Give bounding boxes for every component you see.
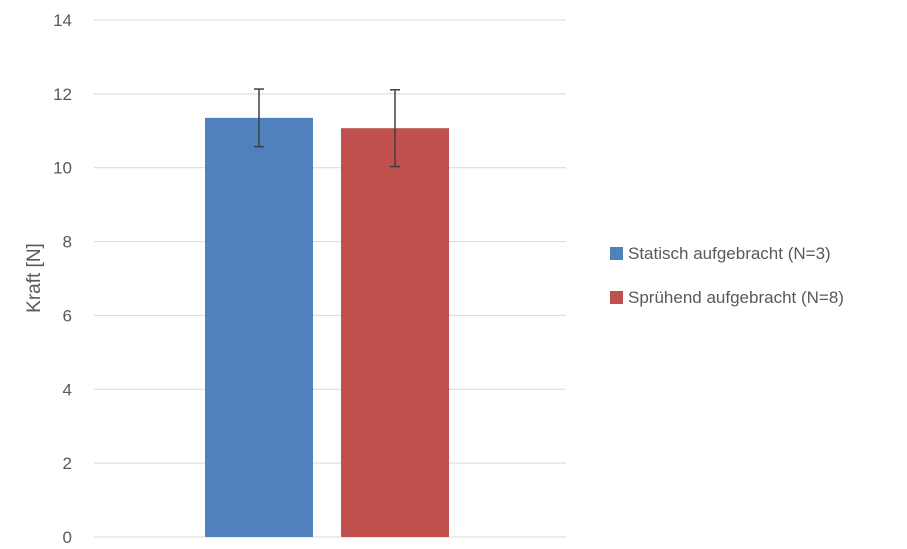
legend-label: Statisch aufgebracht (N=3) (628, 244, 831, 263)
y-tick-label: 14 (53, 11, 72, 30)
y-tick-label: 10 (53, 159, 72, 178)
legend: Statisch aufgebracht (N=3) Sprühend aufge… (610, 244, 844, 307)
y-tick-label: 8 (63, 233, 72, 252)
y-tick-label: 2 (63, 454, 72, 473)
y-tick-label: 6 (63, 306, 72, 325)
y-tick-label: 0 (63, 528, 72, 544)
legend-label: Sprühend aufgebracht (N=8) (628, 288, 844, 307)
bar (205, 117, 313, 537)
bar (341, 128, 449, 537)
error-bars (254, 88, 400, 168)
y-tick-label: 12 (53, 85, 72, 104)
bars (205, 117, 449, 537)
gridlines (94, 19, 566, 538)
y-axis-ticks: 0 2 4 6 8 10 12 14 (53, 11, 72, 547)
y-axis-title: Kraft [N] (24, 243, 45, 313)
legend-swatch (610, 291, 623, 304)
y-tick-label: 4 (63, 380, 72, 399)
legend-swatch (610, 247, 623, 260)
